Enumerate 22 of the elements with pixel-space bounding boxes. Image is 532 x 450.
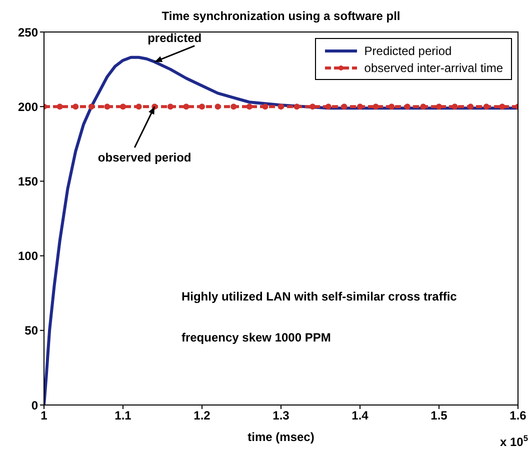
annotation: frequency skew 1000 PPM — [181, 330, 331, 345]
y-tick-label: 100 — [18, 249, 38, 264]
y-tick-label: 0 — [31, 398, 38, 412]
x-tick-label: 1.4 — [352, 408, 369, 423]
annotation: Highly utilized LAN with self-similar cross traffic — [181, 290, 458, 304]
x-tick-label: 1.2 — [194, 408, 211, 423]
annotation: observed period — [98, 150, 192, 165]
x-tick-label: 1.5 — [430, 408, 448, 423]
x-tick-label: 1.6 — [510, 408, 527, 423]
y-tick-label: 200 — [18, 100, 38, 114]
y-tick-label: 250 — [18, 25, 38, 40]
annotation: predicted — [148, 30, 202, 45]
y-tick-label: 150 — [18, 174, 38, 188]
y-tick-label: 50 — [24, 324, 38, 338]
legend-label: observed inter-arrival time — [364, 60, 503, 74]
x-tick-label: 1.3 — [272, 408, 290, 423]
text: x 10$^{5}$ — [500, 433, 528, 449]
x-axis-title: time (msec) — [248, 430, 314, 444]
x-tick-label: 1.1 — [114, 408, 132, 423]
legend-label: Predicted period — [364, 44, 452, 58]
x-tick-label: 1 — [40, 408, 48, 423]
chart-title: Time synchronization using a software pll — [162, 9, 400, 23]
